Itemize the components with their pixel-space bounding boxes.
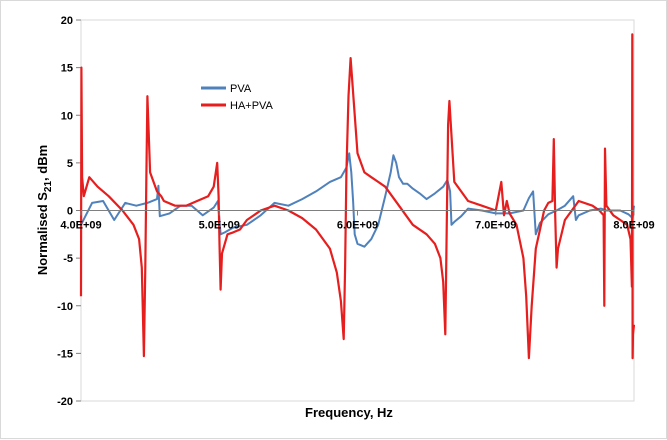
y-tick-label: -5 [63, 253, 73, 265]
series-line-pva [80, 152, 635, 248]
y-tick-label: -10 [57, 301, 73, 313]
y-tick-label: 0 [67, 206, 73, 218]
x-tick-label: 7.0E+09 [475, 220, 516, 232]
y-axis-title-unit: , dBm [35, 145, 50, 181]
x-axis: 4.0E+09 5.0E+09 6.0E+09 7.0E+09 8.0E+09 [60, 210, 655, 232]
y-axis-title: Normalised S21, dBm [35, 145, 54, 275]
y-axis: -20 -15 -10 -5 0 5 10 15 20 [57, 15, 81, 408]
x-tick-label: 4.0E+09 [60, 220, 101, 232]
y-tick-label: 5 [67, 158, 73, 170]
y-axis-title-main: Normalised S [35, 192, 50, 275]
series-line-ha-pva [79, 33, 636, 360]
y-axis-title-subscript: 21 [43, 181, 54, 193]
x-tick-label: 8.0E+09 [613, 220, 654, 232]
x-axis-title: Frequency, Hz [305, 405, 393, 420]
y-tick-label: 10 [61, 110, 73, 122]
y-tick-label: -20 [57, 396, 73, 408]
y-tick-label: -15 [57, 348, 73, 360]
x-tick-label: 6.0E+09 [337, 220, 378, 232]
y-tick-label: 15 [61, 63, 73, 75]
legend-label-pva: PVA [230, 83, 252, 95]
series-layer [79, 33, 636, 360]
x-tick-label: 5.0E+09 [199, 220, 240, 232]
y-tick-label: 20 [61, 15, 73, 27]
legend: PVA HA+PVA [201, 83, 274, 112]
legend-label-ha-pva: HA+PVA [230, 100, 274, 112]
